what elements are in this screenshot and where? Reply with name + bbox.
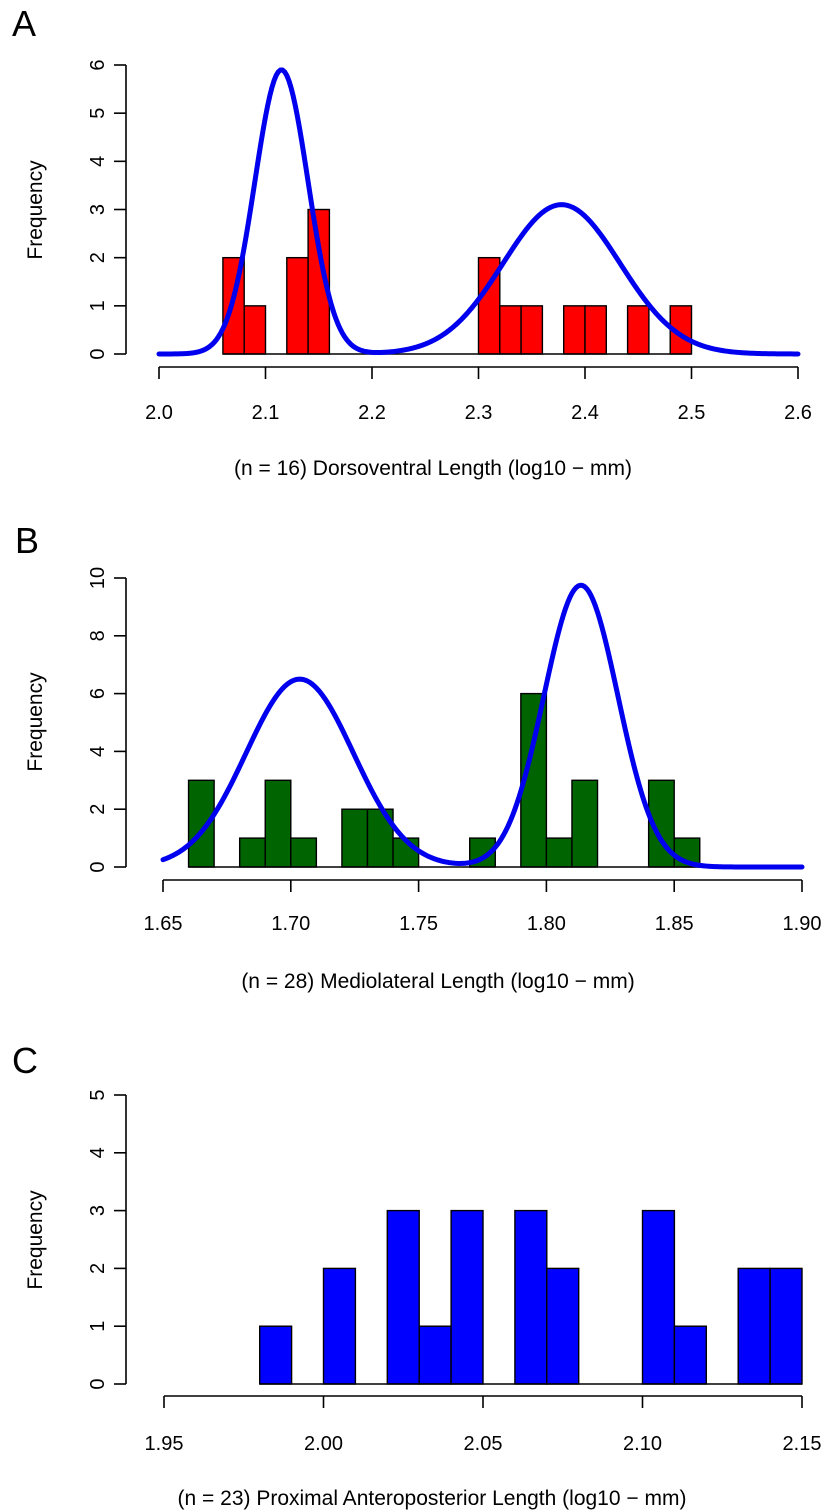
density-curve <box>156 67 801 357</box>
x-tick-label: 2.1 <box>252 402 280 424</box>
y-tick-label: 2 <box>87 252 109 263</box>
y-tick-label: 0 <box>87 348 109 359</box>
y-tick-label: 0 <box>87 861 109 872</box>
panel-a: A Frequency (n = 16) Dorsoventral Length… <box>12 3 812 480</box>
x-tick-label: 2.0 <box>145 402 173 424</box>
y-tick-label: 1 <box>87 300 109 311</box>
density-curve <box>160 582 805 870</box>
y-tick-label: 4 <box>87 746 109 757</box>
histogram-bar <box>259 1325 293 1385</box>
y-tick-label: 2 <box>87 1263 109 1274</box>
histogram-bar <box>571 779 599 868</box>
y-tick-label: 4 <box>87 156 109 167</box>
x-axis-label: (n = 23) Proximal Anteroposterior Length… <box>178 1487 687 1510</box>
histogram-bar <box>450 1209 484 1385</box>
y-axis-label: Frequency <box>24 160 47 260</box>
y-axis-label: Frequency <box>24 672 47 772</box>
y-tick-label: 3 <box>87 1205 109 1216</box>
histogram-bar <box>418 1325 452 1385</box>
y-tick-label: 10 <box>87 567 109 589</box>
panel-letter: A <box>12 3 36 44</box>
histogram-bar <box>584 305 607 355</box>
histogram-bar <box>514 1209 548 1385</box>
histogram-bar <box>563 305 586 355</box>
histogram-bar <box>641 1209 676 1385</box>
histogram-bar <box>243 305 267 355</box>
x-tick-label: 1.75 <box>399 913 438 935</box>
x-tick-label: 2.5 <box>678 402 706 424</box>
x-tick-label: 2.05 <box>464 1433 503 1455</box>
x-tick-label: 1.65 <box>144 913 183 935</box>
histogram-bar <box>545 837 573 868</box>
histogram-bar <box>290 837 318 868</box>
histogram-bar <box>499 305 522 355</box>
x-tick-label: 2.15 <box>783 1433 822 1455</box>
histogram-plot: 1.95 2.00 2.05 2.10 2.15 0 1 2 3 4 5 <box>87 1089 821 1455</box>
y-tick-label: 6 <box>87 59 109 70</box>
y-tick-label: 2 <box>87 804 109 815</box>
x-axis-label: (n = 16) Dorsoventral Length (log10 − mm… <box>234 457 632 480</box>
y-axis-label: Frequency <box>24 1190 47 1290</box>
y-tick-label: 3 <box>87 204 109 215</box>
histogram-bar <box>341 808 369 868</box>
y-tick-label: 8 <box>87 630 109 641</box>
histogram-bar <box>386 1209 420 1385</box>
x-tick-label: 2.4 <box>571 402 599 424</box>
panel-b: B Frequency (n = 28) Mediolateral Length… <box>15 520 821 993</box>
x-tick-label: 1.80 <box>527 913 566 935</box>
y-tick-label: 0 <box>87 1378 109 1389</box>
histogram-bar <box>769 1267 803 1385</box>
panel-letter: C <box>12 1040 38 1081</box>
x-tick-label: 2.00 <box>304 1433 343 1455</box>
histogram-bar <box>264 779 292 868</box>
histogram-bar <box>322 1267 357 1385</box>
x-tick-label: 1.90 <box>783 913 822 935</box>
y-tick-label: 4 <box>87 1147 109 1158</box>
histogram-bar <box>286 256 309 355</box>
panel-letter: B <box>15 520 39 561</box>
y-tick-label: 6 <box>87 688 109 699</box>
x-tick-label: 2.2 <box>358 402 386 424</box>
x-axis-label: (n = 28) Mediolateral Length (log10 − mm… <box>241 970 634 993</box>
x-tick-label: 2.6 <box>784 402 812 424</box>
histogram-plot: 1.65 1.70 1.75 1.80 1.85 1.90 0 2 4 6 8 10 <box>87 567 821 935</box>
y-tick-label: 1 <box>87 1321 109 1332</box>
x-tick-label: 1.85 <box>655 913 694 935</box>
x-tick-label: 1.70 <box>271 913 310 935</box>
x-tick-label: 2.10 <box>623 1433 662 1455</box>
histogram-bar <box>546 1267 580 1385</box>
y-tick-label: 5 <box>87 108 109 119</box>
x-tick-label: 1.95 <box>145 1433 184 1455</box>
x-tick-label: 2.3 <box>465 402 493 424</box>
histogram-plot: 2.0 2.1 2.2 2.3 2.4 2.5 2.6 0 1 2 3 4 5 6 <box>87 59 812 424</box>
histogram-bar <box>673 1325 708 1385</box>
histogram-bar <box>520 305 544 355</box>
panel-c: C Frequency (n = 23) Proximal Anteropost… <box>12 1040 821 1510</box>
y-tick-label: 5 <box>87 1089 109 1100</box>
histogram-bar <box>238 837 266 868</box>
histogram-bar <box>737 1267 771 1385</box>
histogram-bar <box>626 305 650 355</box>
